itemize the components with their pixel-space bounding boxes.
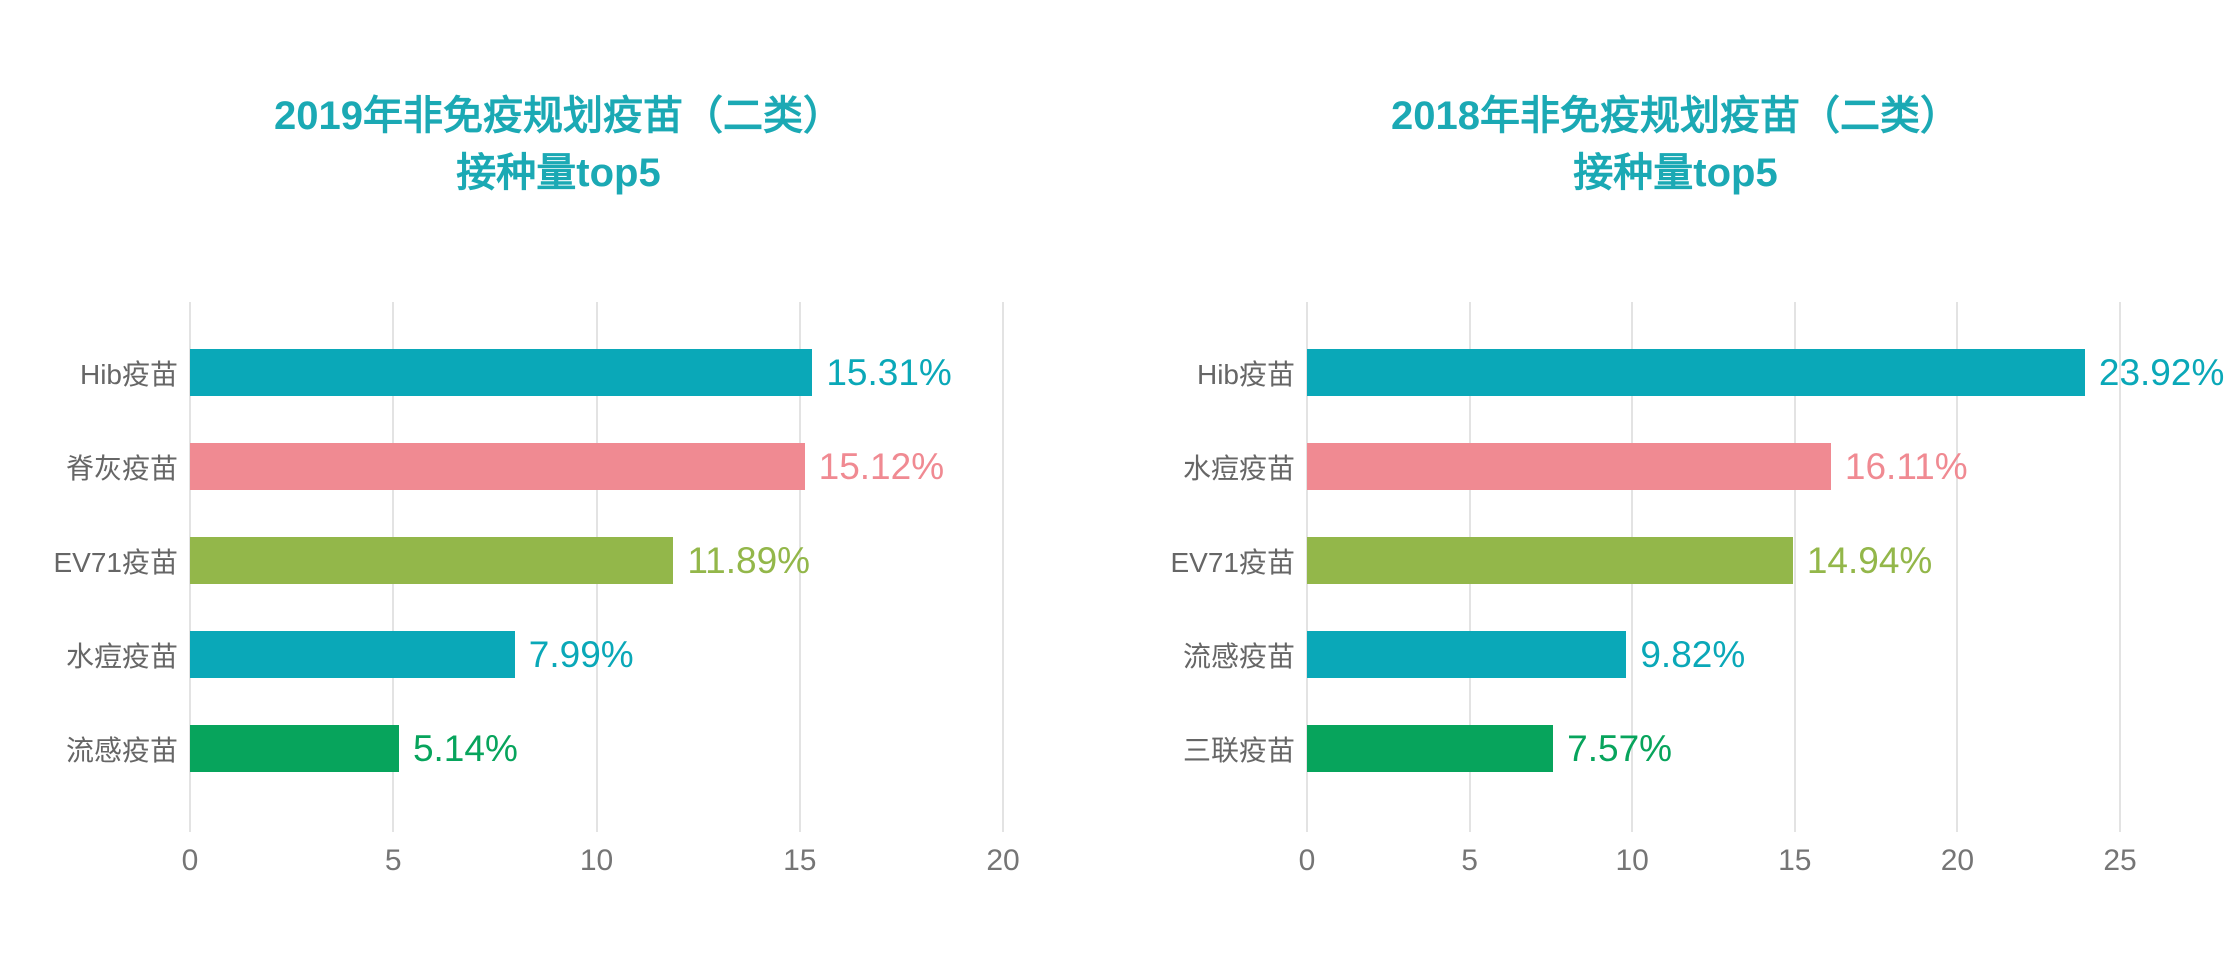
bar-ev71	[1307, 537, 1793, 585]
x-axis-tick-label: 0	[181, 843, 199, 877]
value-label: 14.94%	[1806, 539, 1933, 581]
value-label: 15.31%	[826, 351, 952, 393]
chart-title-2019: 2019年非免疫规划疫苗（二类） 接种量top5	[0, 88, 1117, 202]
value-label: 16.11%	[1844, 445, 1968, 487]
category-label: 脊灰疫苗	[65, 452, 178, 484]
chart-title-line1: 2019年非免疫规划疫苗（二类）	[274, 94, 843, 138]
bar-row: 5.14%	[190, 702, 1003, 796]
x-axis-tick-label: 20	[986, 843, 1020, 877]
x-axis-tick-label: 0	[1298, 843, 1316, 877]
value-label: 5.14%	[412, 727, 518, 769]
bar-jihui	[190, 443, 805, 491]
chart-panel-2019: 2019年非免疫规划疫苗（二类） 接种量top5 Hib疫苗 脊灰疫苗 EV71…	[0, 88, 1117, 878]
category-label: EV71疫苗	[53, 546, 179, 578]
bar-liugan	[190, 725, 399, 773]
chart-title-line1: 2018年非免疫规划疫苗（二类）	[1391, 94, 1960, 138]
bar-row: 9.82%	[1307, 608, 2120, 702]
bar-shuidou	[190, 631, 515, 679]
bar-shuidou	[1307, 443, 1831, 491]
value-label: 7.99%	[528, 633, 634, 675]
chart-title-line2: 接种量top5	[1573, 150, 1778, 195]
plot-region: Hib疫苗 脊灰疫苗 EV71疫苗 水痘疫苗 流感疫苗 15.31% 15.12…	[0, 301, 1117, 832]
bar-row: 7.57%	[1307, 702, 2120, 796]
x-axis: 0 5 10 15 20	[182, 832, 1020, 878]
x-axis-tick-label: 25	[2103, 843, 2137, 877]
value-label: 11.89%	[687, 539, 811, 581]
bar-row: 15.12%	[190, 420, 1003, 514]
x-axis-tick-label: 5	[384, 843, 402, 877]
value-label: 23.92%	[2098, 351, 2225, 393]
value-label: 15.12%	[818, 445, 945, 487]
category-label: 三联疫苗	[1182, 734, 1295, 766]
gridline	[1956, 301, 1959, 832]
plot-area: 23.92% 16.11% 14.94% 9.82%	[1306, 301, 2224, 832]
gridline	[798, 301, 801, 832]
chart-panel-2018: 2018年非免疫规划疫苗（二类） 接种量top5 Hib疫苗 水痘疫苗 EV71…	[1117, 0, 2234, 955]
x-axis-tick-label: 10	[1615, 843, 1649, 877]
category-label: EV71疫苗	[1170, 546, 1296, 578]
x-axis-tick-label: 15	[1778, 843, 1812, 877]
chart-title-line2: 接种量top5	[456, 150, 661, 195]
x-axis-tick-label: 10	[579, 843, 614, 877]
plot-region: Hib疫苗 水痘疫苗 EV71疫苗 流感疫苗 三联疫苗 23.92% 16.11…	[1117, 301, 2234, 832]
bar-row: 14.94%	[1307, 514, 2120, 608]
bar-rows: 23.92% 16.11% 14.94% 9.82%	[1307, 326, 2224, 796]
bar-row: 16.11%	[1307, 420, 2120, 514]
gridline	[1002, 301, 1004, 832]
bar-ev71	[190, 537, 674, 585]
y-axis-category-labels: Hib疫苗 水痘疫苗 EV71疫苗 流感疫苗 三联疫苗	[1117, 302, 1307, 832]
y-axis-category-labels: Hib疫苗 脊灰疫苗 EV71疫苗 水痘疫苗 流感疫苗	[0, 302, 190, 832]
category-label: 流感疫苗	[1182, 640, 1295, 672]
bar-row: 23.92%	[1307, 326, 2224, 420]
plot-area: 15.31% 15.12% 11.89% 7.99%	[189, 301, 1004, 832]
bar-hib	[190, 349, 813, 397]
x-axis-tick-label: 15	[783, 843, 817, 877]
bar-liugan	[1307, 631, 1627, 679]
bar-row: 15.31%	[190, 326, 1003, 420]
bar-sanlian	[1307, 725, 1554, 773]
chart-title-2018: 2018年非免疫规划疫苗（二类） 接种量top5	[1117, 88, 2234, 202]
bar-rows: 15.31% 15.12% 11.89% 7.99%	[190, 326, 1003, 796]
category-label: 流感疫苗	[65, 734, 178, 766]
x-axis: 0 5 10 15 20 25	[1299, 832, 2137, 878]
bar-row: 11.89%	[190, 514, 1003, 608]
category-label: 水痘疫苗	[1182, 452, 1295, 484]
category-label: Hib疫苗	[79, 358, 178, 390]
category-label: Hib疫苗	[1196, 358, 1295, 390]
bar-row: 7.99%	[190, 608, 1003, 702]
x-axis-tick-label: 5	[1461, 843, 1478, 877]
bar-hib	[1307, 349, 2085, 397]
gridline	[2119, 301, 2121, 832]
x-axis-tick-label: 20	[1940, 843, 1975, 877]
gridline	[1793, 301, 1796, 832]
value-label: 7.57%	[1567, 727, 1673, 769]
category-label: 水痘疫苗	[65, 640, 178, 672]
value-label: 9.82%	[1640, 633, 1746, 675]
